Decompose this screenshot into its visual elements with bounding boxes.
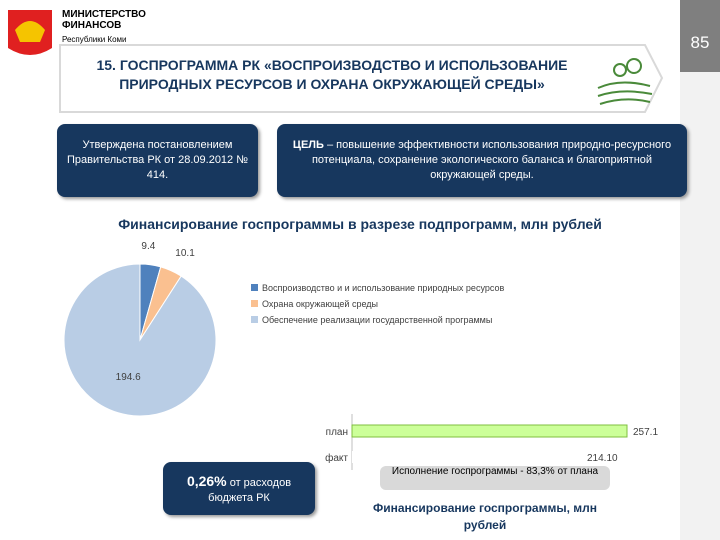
goal-text: – повышение эффективности использования … xyxy=(311,139,672,181)
side-strip xyxy=(680,0,720,540)
data-label: 257.1 xyxy=(633,427,658,438)
bar xyxy=(351,424,628,438)
title: 15. ГОСПРОГРАММА РК «ВОСПРОИЗВОДСТВО И И… xyxy=(62,56,602,94)
share: 0,26% от расходов бюджета РК xyxy=(169,472,309,506)
data-label: 214.10 xyxy=(587,453,618,464)
annotation: Исполнение госпрограммы - 83,3% от плана xyxy=(380,466,610,490)
legend-label: Обеспечение реализации государственной п… xyxy=(262,315,492,325)
data-label: 194.6 xyxy=(116,372,141,383)
page-number: 85 xyxy=(691,33,710,52)
pie-title: Финансирование госпрограммы в разрезе по… xyxy=(118,216,602,232)
goal-box: ЦЕЛЬ – повышение эффективности использов… xyxy=(277,124,687,197)
category-label: план xyxy=(326,427,348,438)
goal-lead: ЦЕЛЬ xyxy=(292,139,324,152)
share-value: 0,26% xyxy=(186,472,227,489)
bar xyxy=(352,451,582,463)
logo xyxy=(8,10,52,55)
title-line: 15. ГОСПРОГРАММА РК «ВОСПРОИЗВОДСТВО И И… xyxy=(96,57,568,73)
category-label: факт xyxy=(325,452,348,464)
legend-swatch xyxy=(251,300,258,307)
legend-swatch xyxy=(251,284,258,291)
bar-title: Финансирование госпрограммы, млн рублей xyxy=(372,501,598,532)
share-text: от расходов бюджета РК xyxy=(208,476,292,504)
legend-label: Воспроизводство и и использование природ… xyxy=(262,283,504,293)
legend-label: Охрана окружающей среды xyxy=(262,299,378,309)
data-label: 9.4 xyxy=(141,241,155,252)
nature-icon xyxy=(597,58,653,105)
legend-swatch xyxy=(251,316,258,323)
title-line: ПРИРОДНЫХ РЕСУРСОВ И ОХРАНА ОКРУЖАЮЩЕЙ С… xyxy=(119,75,545,92)
data-label: 10.1 xyxy=(175,248,195,259)
region: Республики Коми xyxy=(62,35,127,44)
page-box xyxy=(680,0,720,72)
approved-text: Утверждена постановлением Правительства … xyxy=(66,139,249,181)
title-banner xyxy=(59,44,664,113)
goal: ЦЕЛЬ – повышение эффективности использов… xyxy=(291,138,673,183)
ministry: МИНИСТЕРСТВО ФИНАНСОВ xyxy=(62,9,146,31)
share-box: 0,26% от расходов бюджета РК xyxy=(163,462,315,515)
pie-slice xyxy=(63,263,217,417)
approved-box: Утверждена постановлением Правительства … xyxy=(57,124,258,197)
